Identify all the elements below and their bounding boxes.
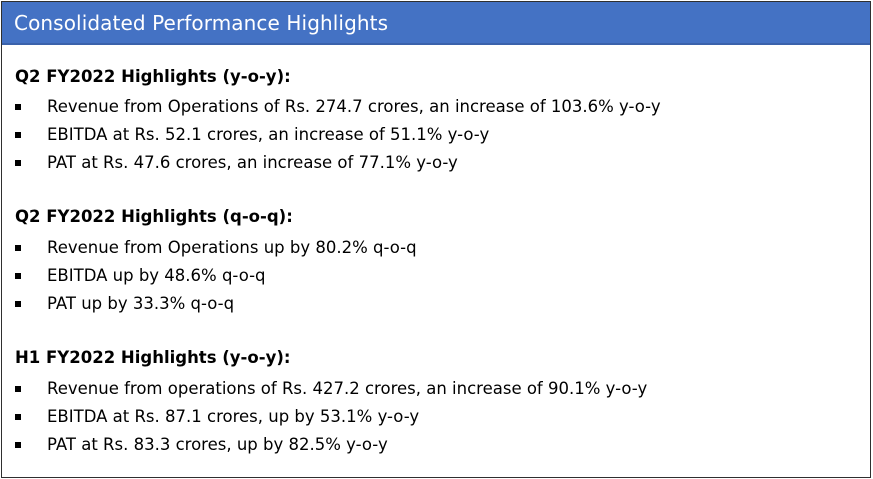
bullet-icon: [15, 104, 21, 110]
page-title: Consolidated Performance Highlights: [14, 10, 389, 35]
list-item-text: PAT up by 33.3% q-o-q: [47, 294, 235, 313]
section-q2-yoy: Q2 FY2022 Highlights (y-o-y): Revenue fr…: [15, 66, 870, 172]
bullet-icon: [15, 132, 21, 138]
bullet-icon: [15, 301, 21, 307]
bullet-icon: [15, 245, 21, 251]
list-item-text: PAT at Rs. 47.6 crores, an increase of 7…: [47, 153, 458, 172]
bullet-icon: [15, 386, 21, 392]
section-q2-qoq: Q2 FY2022 Highlights (q-o-q): Revenue fr…: [15, 206, 870, 313]
list-item: PAT at Rs. 83.3 crores, up by 82.5% y-o-…: [15, 431, 647, 459]
list-item: PAT up by 33.3% q-o-q: [15, 290, 417, 318]
list-item-text: Revenue from operations of Rs. 427.2 cro…: [47, 379, 648, 398]
list-item: Revenue from Operations up by 80.2% q-o-…: [15, 234, 417, 262]
bullet-list: Revenue from Operations up by 80.2% q-o-…: [15, 234, 417, 318]
list-item: EBITDA at Rs. 87.1 crores, up by 53.1% y…: [15, 403, 647, 431]
bullet-icon: [15, 442, 21, 448]
list-item-text: Revenue from Operations of Rs. 274.7 cro…: [47, 97, 661, 116]
list-item-text: EBITDA up by 48.6% q-o-q: [47, 266, 266, 285]
list-item-text: PAT at Rs. 83.3 crores, up by 82.5% y-o-…: [47, 435, 388, 454]
section-heading: H1 FY2022 Highlights (y-o-y):: [15, 348, 291, 367]
list-item: Revenue from operations of Rs. 427.2 cro…: [15, 375, 648, 403]
list-item: EBITDA up by 48.6% q-o-q: [15, 262, 417, 290]
section-heading: Q2 FY2022 Highlights (y-o-y):: [15, 67, 291, 86]
section-heading: Q2 FY2022 Highlights (q-o-q):: [15, 207, 293, 226]
list-item-text: EBITDA at Rs. 52.1 crores, an increase o…: [47, 125, 490, 144]
panel-header: Consolidated Performance Highlights: [2, 2, 870, 45]
list-item-text: EBITDA at Rs. 87.1 crores, up by 53.1% y…: [47, 407, 420, 426]
list-item: PAT at Rs. 47.6 crores, an increase of 7…: [15, 149, 661, 177]
list-item: Revenue from Operations of Rs. 274.7 cro…: [15, 93, 661, 121]
list-item: EBITDA at Rs. 52.1 crores, an increase o…: [15, 121, 661, 149]
bullet-list: Revenue from Operations of Rs. 274.7 cro…: [15, 93, 661, 177]
list-item-text: Revenue from Operations up by 80.2% q-o-…: [47, 238, 417, 257]
bullet-icon: [15, 273, 21, 279]
bullet-icon: [15, 160, 21, 166]
section-h1-yoy: H1 FY2022 Highlights (y-o-y): Revenue fr…: [15, 347, 870, 454]
bullet-list: Revenue from operations of Rs. 427.2 cro…: [15, 375, 648, 459]
bullet-icon: [15, 414, 21, 420]
